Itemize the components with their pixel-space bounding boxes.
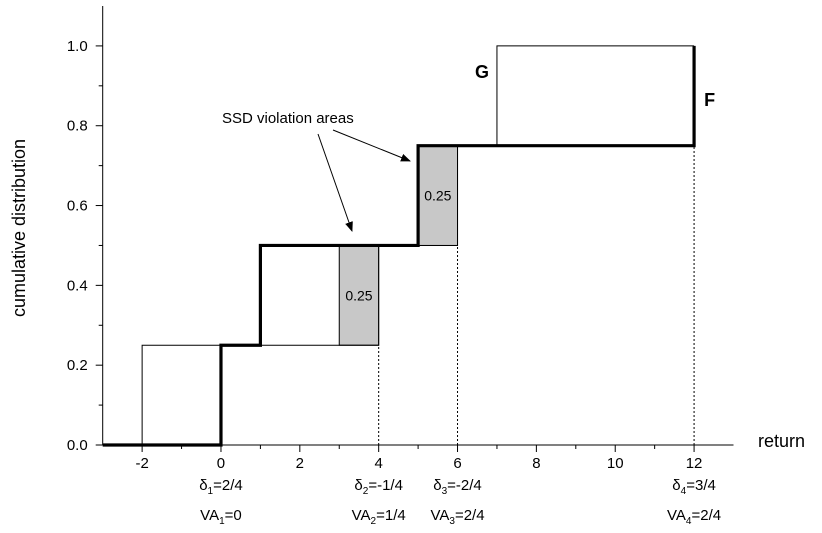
y-tick-label: 0.2 <box>67 357 88 374</box>
point-annotation: VA4=2/4 <box>667 507 721 527</box>
subscript: 2 <box>363 486 369 497</box>
point-annotation: δ1=2/4 <box>199 477 243 497</box>
arrow <box>317 133 353 232</box>
annotation-part: =2/4 <box>455 507 485 524</box>
annotation-part: δ <box>433 477 441 494</box>
subscript: 3 <box>442 486 448 497</box>
y-tick-label: 0.8 <box>67 118 88 135</box>
violation-area <box>338 244 380 346</box>
series-label: G <box>475 62 489 82</box>
point-annotation: VA3=2/4 <box>430 507 484 527</box>
area-label: 0.25 <box>424 188 451 204</box>
x-tick-label: 2 <box>296 455 304 472</box>
annotation-part: VA <box>200 507 219 524</box>
step-line <box>102 45 696 447</box>
x-axis-title: return <box>758 431 805 451</box>
x-tick-label: 4 <box>375 455 383 472</box>
subscript: 1 <box>208 486 214 497</box>
annotation-part: =2/4 <box>213 477 243 494</box>
series-label: F <box>704 90 715 110</box>
area-label: 0.25 <box>345 287 372 303</box>
annotation-part: VA <box>430 507 449 524</box>
y-tick-label: 0.0 <box>67 437 88 454</box>
point-annotation: VA1=0 <box>200 507 242 527</box>
annotation-part: =1/4 <box>376 507 406 524</box>
arrow <box>332 129 411 162</box>
x-tick-label: -2 <box>135 455 148 472</box>
subscript: 2 <box>371 516 377 527</box>
annotation-part: δ <box>672 477 680 494</box>
subscript: 1 <box>219 516 225 527</box>
subscript: 4 <box>681 486 687 497</box>
x-tick-label: 0 <box>217 455 225 472</box>
x-tick-label: 6 <box>453 455 461 472</box>
annotation-part: VA <box>352 507 371 524</box>
x-tick-label: 12 <box>686 455 703 472</box>
subscript: 4 <box>686 516 692 527</box>
annotation-part: =-2/4 <box>447 477 482 494</box>
y-tick-label: 1.0 <box>67 38 88 55</box>
point-annotation: VA2=1/4 <box>352 507 406 527</box>
annotation-part: =3/4 <box>686 477 716 494</box>
annotation-part: δ <box>354 477 362 494</box>
point-annotation: δ4=3/4 <box>672 477 716 497</box>
point-annotation: δ3=-2/4 <box>433 477 482 497</box>
step-line <box>141 45 695 445</box>
annotation: SSD violation areas <box>222 110 354 127</box>
annotation-part: =0 <box>225 507 242 524</box>
y-tick-label: 0.6 <box>67 198 88 215</box>
annotation-part: VA <box>667 507 686 524</box>
annotation-part: δ <box>199 477 207 494</box>
point-annotation: δ2=-1/4 <box>354 477 403 497</box>
subscript: 3 <box>449 516 455 527</box>
annotation-part: =-1/4 <box>368 477 403 494</box>
y-tick-label: 0.4 <box>67 277 88 294</box>
annotation-part: =2/4 <box>691 507 721 524</box>
y-axis-title: cumulative distribution <box>9 139 29 317</box>
x-tick-label: 10 <box>607 455 624 472</box>
x-tick-label: 8 <box>532 455 540 472</box>
